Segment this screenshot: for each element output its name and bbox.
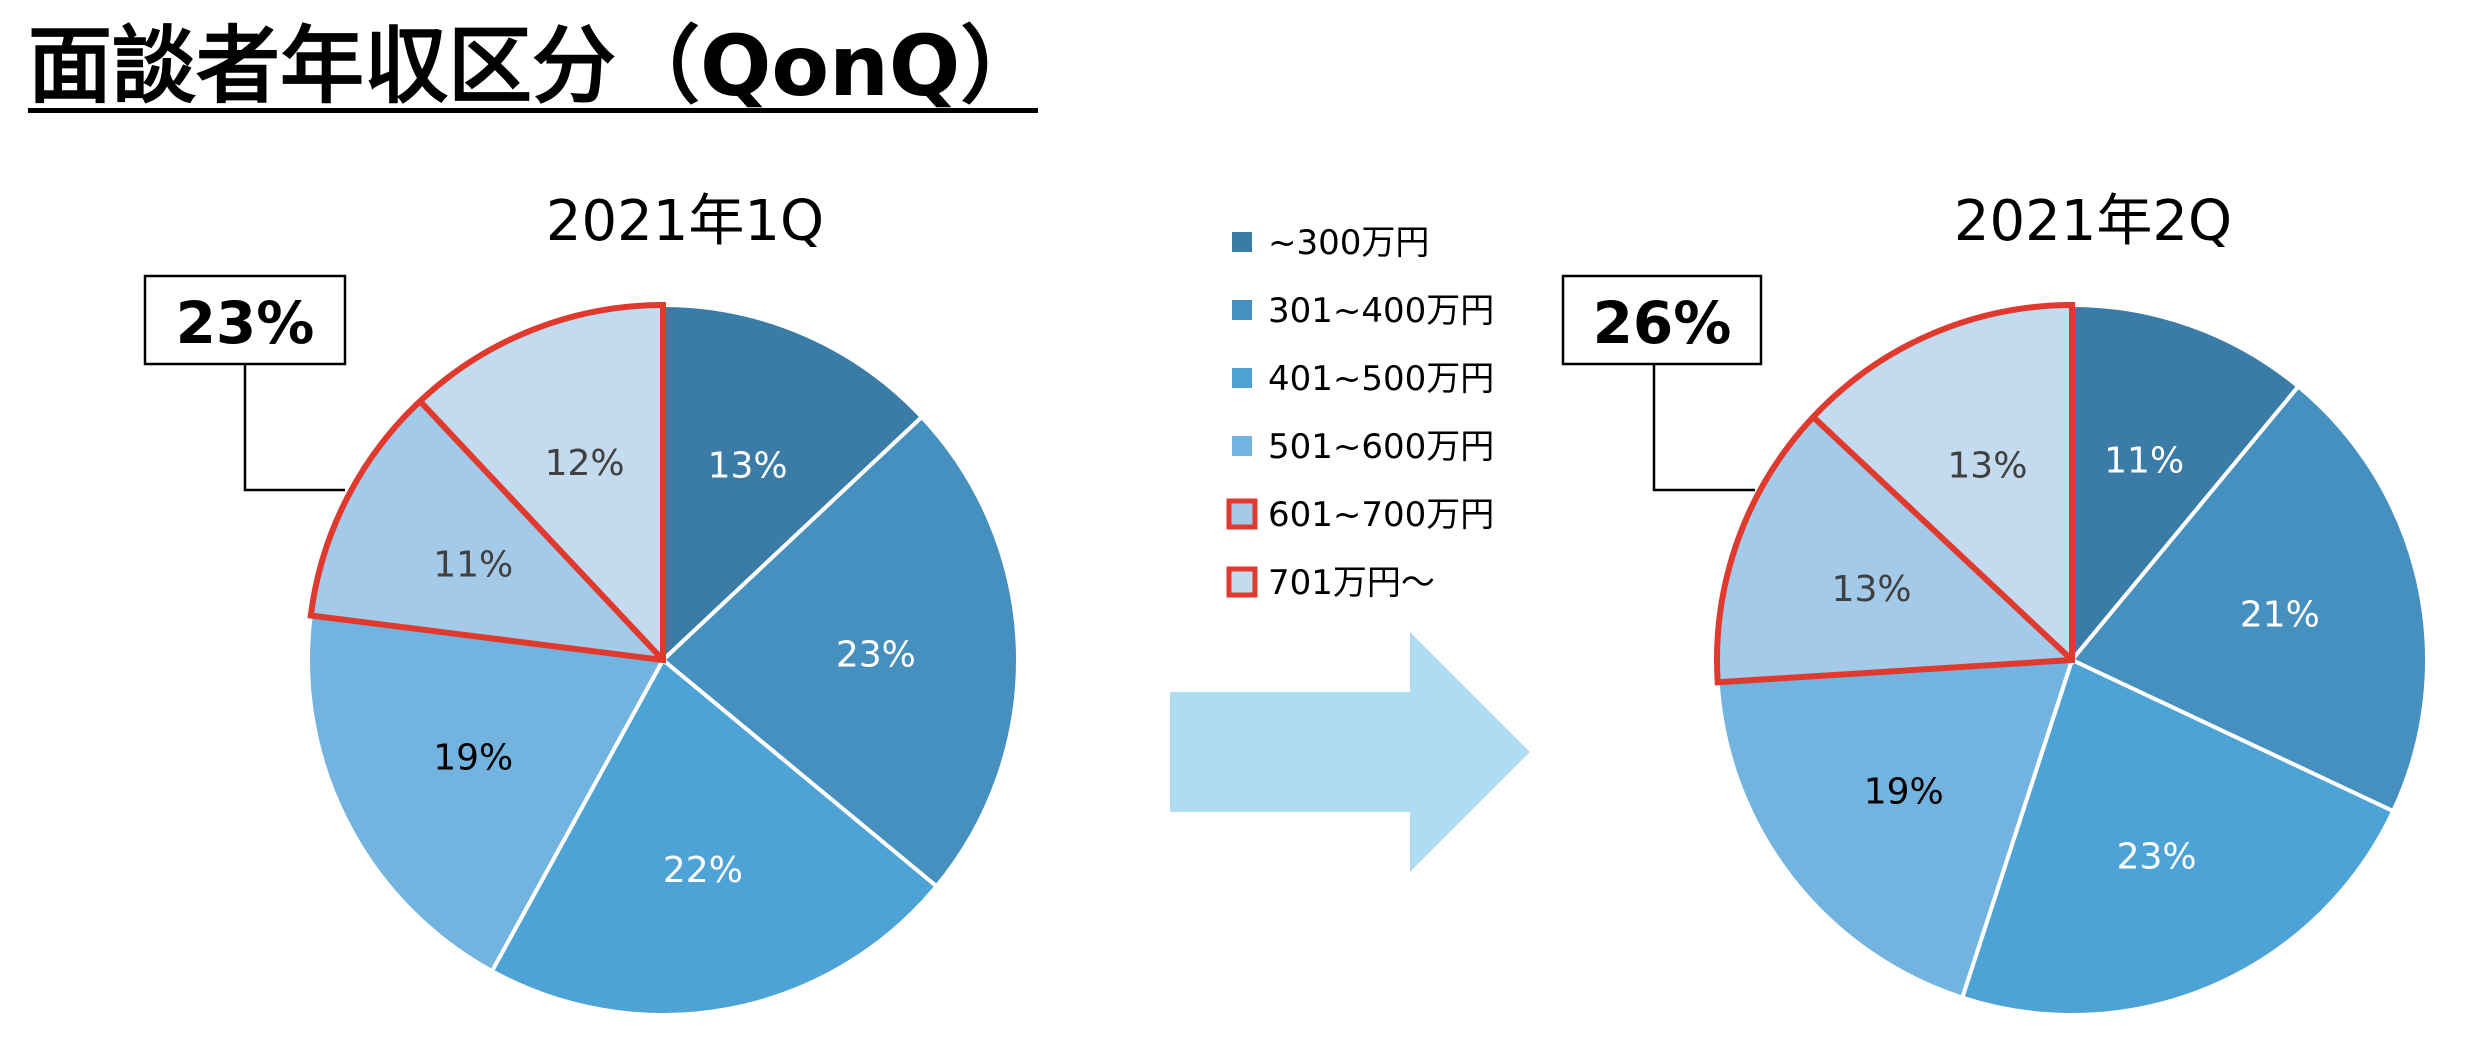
legend-item: 301~400万円 bbox=[1232, 291, 1494, 331]
callout-leader-line bbox=[1652, 364, 1755, 492]
legend-swatch bbox=[1232, 300, 1252, 320]
title-underline bbox=[28, 108, 1038, 113]
data-label-401-500: 23% bbox=[2117, 836, 2197, 877]
legend-label: 501~600万円 bbox=[1268, 427, 1494, 467]
legend-item: 401~500万円 bbox=[1232, 359, 1494, 399]
slice-under-300 bbox=[661, 302, 925, 665]
legend-swatch bbox=[1232, 368, 1252, 388]
slice-501-600 bbox=[1715, 657, 2075, 1001]
slice-301-400 bbox=[2068, 383, 2429, 814]
callout-2021-1q: 23% bbox=[143, 274, 347, 492]
pie-chart-2021-1q: 2021年1Q 13% 23% 22% 19% 11% 12% bbox=[306, 189, 1020, 1017]
legend-swatch bbox=[1226, 498, 1258, 530]
legend-label: 701万円～ bbox=[1268, 563, 1435, 603]
legend-swatch bbox=[1232, 436, 1252, 456]
legend-swatch bbox=[1232, 232, 1252, 252]
data-label-501-600: 19% bbox=[433, 738, 513, 779]
data-label-601-700: 11% bbox=[433, 544, 513, 585]
slice-501-600 bbox=[306, 613, 667, 974]
highlight-outline bbox=[307, 301, 666, 664]
legend-item: ~300万円 bbox=[1232, 223, 1429, 263]
legend-label: 301~400万円 bbox=[1268, 291, 1494, 331]
highlight-divider bbox=[417, 399, 666, 663]
legend-item: 501~600万円 bbox=[1232, 427, 1494, 467]
slice-301-400 bbox=[659, 414, 1020, 890]
pie-chart-2021-2q: 2021年2Q 11% 21% 23% 19% 13% 13% bbox=[1714, 189, 2429, 1017]
data-label-601-700: 13% bbox=[1832, 569, 1912, 610]
callout-box bbox=[143, 274, 347, 366]
legend: ~300万円 301~400万円 401~500万円 501~600万円 601~700… bbox=[1226, 223, 1494, 603]
slice-401-500 bbox=[1959, 657, 2396, 1017]
callout-box bbox=[1561, 274, 1763, 366]
data-label-401-500: 22% bbox=[663, 850, 743, 891]
chart-title-2021-1q: 2021年1Q bbox=[546, 189, 824, 254]
callout-leader-line bbox=[243, 364, 345, 492]
slice-under-300 bbox=[2070, 302, 2302, 666]
legend-item: 601~700万円 bbox=[1226, 495, 1494, 535]
data-label-under-300: 13% bbox=[708, 446, 788, 487]
data-label-under-300: 11% bbox=[2104, 441, 2184, 482]
callout-2021-2q: 26% bbox=[1561, 274, 1763, 492]
data-label-501-600: 19% bbox=[1864, 772, 1944, 813]
legend-label: 401~500万円 bbox=[1268, 359, 1494, 399]
legend-swatch bbox=[1226, 566, 1258, 598]
data-label-701-plus: 12% bbox=[545, 443, 625, 484]
data-label-301-400: 23% bbox=[836, 634, 916, 675]
legend-label: 601~700万円 bbox=[1268, 495, 1494, 535]
legend-item: 701万円～ bbox=[1226, 563, 1435, 603]
slice-401-500 bbox=[489, 656, 940, 1017]
highlight-divider bbox=[1811, 414, 2075, 663]
page-title: 面談者年収区分（QonQ） bbox=[28, 17, 1045, 115]
callout-value: 26% bbox=[1593, 289, 1732, 357]
callout-value: 23% bbox=[176, 289, 315, 357]
data-label-701-plus: 13% bbox=[1947, 446, 2027, 487]
chart-title-2021-2q: 2021年2Q bbox=[1954, 189, 2232, 254]
legend-label: ~300万円 bbox=[1268, 223, 1429, 263]
data-label-301-400: 21% bbox=[2240, 595, 2320, 636]
arrow-right-icon bbox=[1170, 632, 1530, 872]
